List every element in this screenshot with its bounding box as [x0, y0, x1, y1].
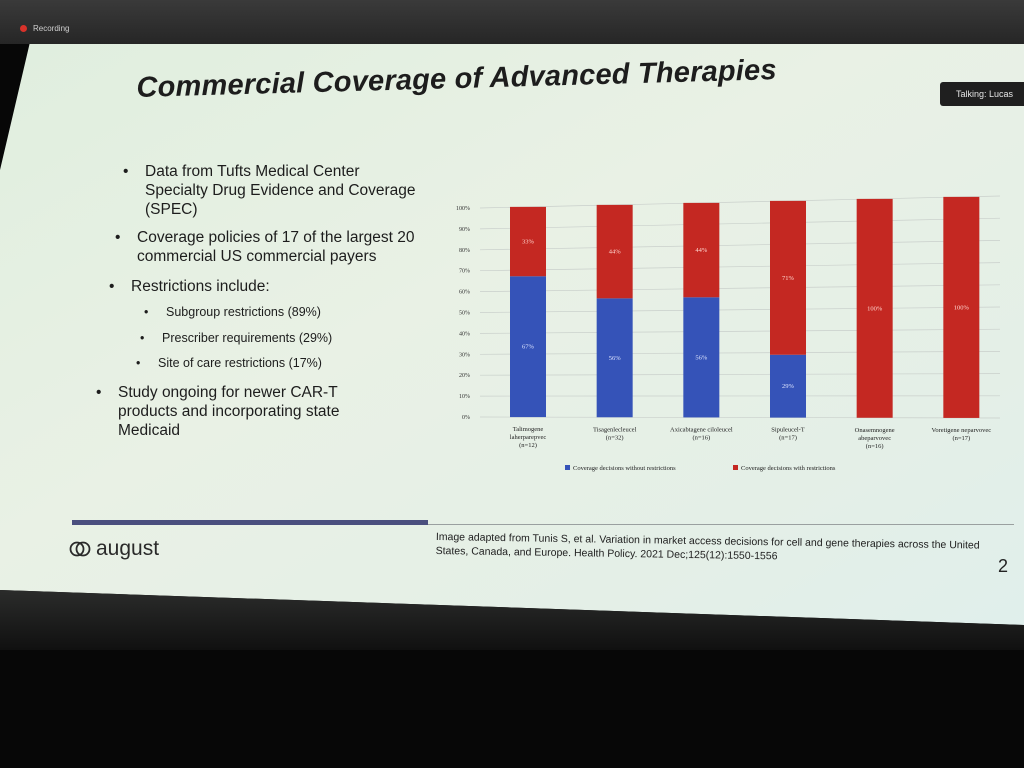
gridline: [479, 262, 1001, 272]
x-tick-label: (n=16): [866, 443, 884, 450]
gridline: [479, 306, 1001, 313]
bar-segment-with-restrictions: [510, 206, 546, 277]
data-label: 56%: [609, 355, 622, 362]
y-tick-label: 40%: [459, 331, 470, 337]
gridline: [479, 373, 1001, 376]
bullet-list: • Data from Tufts Medical Center Specialt…: [96, 163, 416, 439]
data-label: 100%: [954, 304, 970, 311]
y-tick-label: 60%: [459, 290, 470, 296]
talking-indicator: Talking: Lucas: [940, 82, 1024, 106]
gridline: [479, 195, 1001, 209]
bar-segment-without-restrictions: [770, 354, 806, 418]
footer-divider: [72, 520, 428, 525]
x-tick-label: laherparepvec: [510, 434, 547, 441]
x-tick-label: Tisagenlecleucel: [593, 426, 637, 433]
bar-segment-with-restrictions: [596, 204, 633, 299]
gridline: [479, 416, 1001, 419]
gridline: [479, 284, 1001, 292]
x-tick-label: Sipuleucel-T: [771, 427, 805, 434]
x-tick-label: Onasemnogene: [855, 427, 895, 434]
bar-segment-with-restrictions: [943, 196, 980, 418]
data-label: 29%: [782, 383, 795, 390]
y-tick-label: 90%: [459, 227, 470, 233]
data-label: 56%: [695, 354, 708, 361]
data-label: 71%: [782, 275, 795, 282]
legend-label: Coverage decisions with restrictions: [741, 465, 836, 472]
recording-indicator: Recording: [20, 24, 69, 33]
bar-segment-with-restrictions: [770, 200, 806, 355]
y-tick-label: 10%: [459, 394, 470, 400]
gridline: [479, 328, 1001, 334]
page-number: 2: [998, 556, 1009, 576]
gridline: [479, 240, 1001, 251]
recording-bar: Recording: [0, 0, 1024, 44]
y-tick-label: 30%: [459, 352, 470, 358]
bar-segment-without-restrictions: [683, 297, 720, 418]
data-label: 44%: [695, 247, 708, 254]
gridline: [479, 217, 1001, 230]
x-tick-label: Axicabtagene ciloleucel: [670, 426, 733, 433]
sub-bullet-item: • Subgroup restrictions (89%): [144, 305, 321, 319]
bar-segment-with-restrictions: [856, 198, 893, 418]
data-label: 44%: [609, 249, 622, 256]
x-tick-label: Talimogene: [513, 426, 544, 433]
x-tick-label: (n=12): [519, 442, 537, 449]
x-tick-label: (n=17): [779, 435, 797, 442]
x-tick-label: abeparvovec: [858, 435, 891, 442]
bullet-item: • Study ongoing for newer CAR-T products …: [96, 384, 340, 439]
bullet-item: • Coverage policies of 17 of the largest …: [115, 229, 415, 265]
y-tick-label: 80%: [459, 248, 470, 254]
y-tick-label: 70%: [459, 269, 470, 275]
y-tick-label: 100%: [456, 206, 470, 212]
bullet-item: • Restrictions include:: [109, 278, 270, 295]
x-tick-label: (n=16): [692, 434, 710, 441]
logo-text: august: [96, 537, 160, 560]
legend-label: Coverage decisions without restrictions: [573, 465, 676, 472]
y-tick-label: 0%: [462, 415, 470, 421]
x-tick-label: Voretigene neparvovec: [932, 427, 992, 434]
bar-segment-with-restrictions: [683, 202, 720, 298]
bar-segment-without-restrictions: [596, 298, 633, 418]
august-logo: august: [68, 537, 159, 561]
x-tick-label: (n=17): [952, 435, 970, 442]
x-tick-label: (n=32): [606, 434, 624, 441]
data-label: 100%: [867, 305, 883, 312]
y-tick-label: 20%: [459, 373, 470, 379]
data-label: 67%: [522, 344, 535, 351]
legend-swatch: [565, 465, 570, 470]
record-dot-icon: [20, 25, 27, 32]
bullet-item: • Data from Tufts Medical Center Specialt…: [123, 163, 416, 218]
data-label: 33%: [522, 239, 535, 246]
recording-label: Recording: [33, 24, 70, 33]
y-tick-label: 50%: [459, 311, 470, 317]
sub-bullet-item: • Prescriber requirements (29%): [140, 331, 333, 345]
legend-swatch: [733, 465, 738, 470]
august-logo-icon: [69, 541, 91, 557]
sub-bullet-item: • Site of care restrictions (17%): [136, 356, 322, 370]
gridline: [479, 351, 1001, 355]
bar-segment-without-restrictions: [510, 276, 546, 418]
footer-divider-line: [428, 524, 1014, 525]
